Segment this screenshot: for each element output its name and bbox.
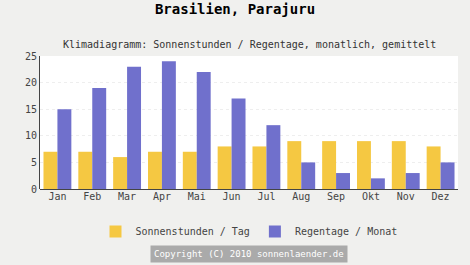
svg-text:Okt: Okt bbox=[362, 191, 380, 202]
svg-text:Dez: Dez bbox=[432, 191, 450, 202]
svg-text:Klimadiagramm: Sonnenstunden /: Klimadiagramm: Sonnenstunden / Regentage… bbox=[63, 39, 436, 50]
svg-text:Regentage / Monat: Regentage / Monat bbox=[295, 226, 397, 237]
svg-text:Feb: Feb bbox=[83, 191, 101, 202]
svg-text:Jan: Jan bbox=[48, 191, 66, 202]
svg-text:Mar: Mar bbox=[118, 191, 136, 202]
svg-text:Sonnenstunden / Tag: Sonnenstunden / Tag bbox=[136, 226, 250, 237]
svg-text:Aug: Aug bbox=[292, 191, 310, 202]
svg-text:Brasilien, Parajuru: Brasilien, Parajuru bbox=[155, 1, 315, 17]
svg-text:20: 20 bbox=[25, 77, 37, 88]
svg-text:15: 15 bbox=[25, 104, 37, 115]
svg-text:Sep: Sep bbox=[327, 191, 345, 202]
svg-text:5: 5 bbox=[31, 157, 37, 168]
svg-text:Apr: Apr bbox=[153, 191, 171, 202]
svg-text:Copyright (C) 2010 sonnenlaend: Copyright (C) 2010 sonnenlaender.de bbox=[154, 249, 344, 259]
svg-text:Jun: Jun bbox=[223, 191, 241, 202]
svg-text:Mai: Mai bbox=[188, 191, 206, 202]
svg-text:25: 25 bbox=[25, 51, 37, 62]
svg-text:Nov: Nov bbox=[397, 191, 415, 202]
svg-text:10: 10 bbox=[25, 130, 37, 141]
svg-text:Jul: Jul bbox=[257, 191, 275, 202]
svg-text:0: 0 bbox=[31, 184, 37, 195]
